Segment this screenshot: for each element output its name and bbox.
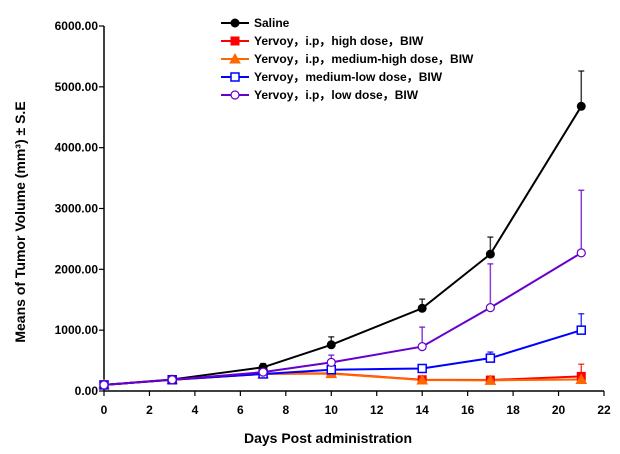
data-point: [416, 374, 429, 385]
x-tick-label: 10: [325, 403, 339, 417]
x-axis-title: Days Post administration: [244, 430, 412, 446]
legend-marker: [230, 36, 240, 46]
error-bars: [101, 70, 585, 386]
y-tick-label: 5000.00: [55, 80, 99, 94]
x-tick-label: 4: [192, 403, 199, 417]
legend-marker: [229, 52, 241, 64]
legend-label: Yervoy，i.p，medium-high dose，BIW: [254, 52, 474, 66]
y-tick-label: 3000.00: [55, 202, 99, 216]
data-point: [417, 363, 427, 374]
x-tick-label: 22: [597, 403, 611, 417]
data-point: [99, 380, 109, 390]
x-tick-label: 18: [506, 403, 520, 417]
y-tick-label: 2000.00: [55, 262, 99, 276]
data-point: [575, 373, 588, 384]
x-tick-label: 8: [282, 403, 289, 417]
x-tick-label: 20: [552, 403, 566, 417]
y-axis-title: Means of Tumor Volume (mm³) ± S.E: [12, 101, 28, 342]
legend: Saline Yervoy，i.p，high dose，BIW Yervoy，i.p…: [221, 16, 474, 102]
legend-label: Yervoy，i.p，low dose，BIW: [254, 88, 419, 102]
x-tick-label: 16: [461, 403, 475, 417]
axes: 0 2 4 6 8 10 12 14 16 18 20 22 0.00 1000.00 2000.00 300…: [55, 19, 611, 417]
y-tick-label: 1000.00: [55, 323, 99, 337]
series-line: [103, 252, 582, 386]
data-point: [167, 375, 177, 385]
legend-marker: [230, 90, 240, 100]
data-point: [258, 367, 268, 377]
data-point: [576, 101, 586, 111]
x-tick-label: 12: [370, 403, 384, 417]
x-tick-label: 0: [101, 403, 108, 417]
x-tick-label: 6: [237, 403, 244, 417]
data-point: [326, 357, 336, 368]
data-point: [485, 353, 496, 363]
series-line: [103, 105, 583, 386]
legend-label: Saline: [254, 16, 290, 30]
data-point: [484, 374, 497, 385]
legend-marker: [230, 18, 240, 28]
data-point: [485, 303, 495, 313]
legend-marker: [230, 72, 240, 82]
data-point: [576, 325, 587, 335]
data-point: [326, 340, 336, 350]
series-markers: [98, 101, 588, 390]
data-point: [485, 249, 495, 259]
legend-label: Yervoy，medium-low dose，BIW: [254, 70, 443, 84]
legend-label: Yervoy，i.p，high dose，BIW: [254, 34, 424, 48]
y-tick-label: 0.00: [75, 384, 99, 398]
x-tick-label: 14: [416, 403, 430, 417]
data-point: [576, 248, 586, 258]
data-point: [417, 341, 427, 352]
x-tick-label: 2: [146, 403, 153, 417]
series-lines: [103, 105, 583, 386]
y-tick-label: 4000.00: [55, 141, 99, 155]
y-tick-label: 6000.00: [55, 19, 99, 33]
data-point: [417, 303, 427, 313]
